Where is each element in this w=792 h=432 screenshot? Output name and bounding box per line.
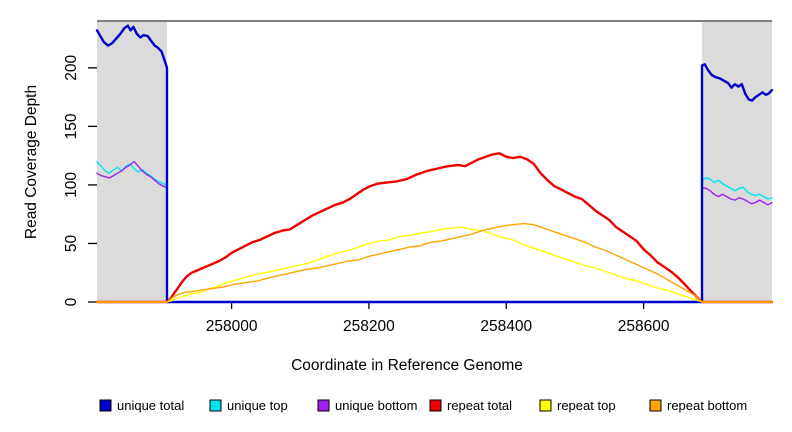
shaded-regions [97, 20, 772, 302]
legend-swatch-unique-total [99, 399, 112, 412]
series-line-repeat-bottom [96, 222, 773, 303]
shaded-region-0 [97, 21, 168, 302]
legend-swatch-repeat-total [429, 399, 442, 412]
x-tick-label: 258600 [618, 318, 670, 335]
legend-item-unique-bottom: unique bottom [317, 398, 417, 413]
x-axis-title: Coordinate in Reference Genome [291, 357, 523, 374]
legend-swatch-unique-bottom [317, 399, 330, 412]
series-line-repeat-top [96, 226, 773, 303]
y-tick-label: 0 [63, 297, 80, 306]
shaded-region-1 [701, 21, 772, 302]
legend-label-repeat-total: repeat total [447, 398, 512, 413]
x-tick-label: 258200 [343, 318, 395, 335]
y-tick-label: 200 [63, 55, 80, 81]
series-lines [95, 24, 774, 304]
axes: 258000 258200 258400 258600 0 50 100 150 200 [63, 55, 772, 335]
legend-label-repeat-top: repeat top [557, 398, 616, 413]
legend-label-unique-bottom: unique bottom [335, 398, 417, 413]
legend-swatch-repeat-top [539, 399, 552, 412]
x-tick-label: 258000 [206, 318, 258, 335]
y-tick-label: 50 [63, 234, 80, 252]
legend-swatch-unique-top [209, 399, 222, 412]
legend-label-repeat-bottom: repeat bottom [667, 398, 747, 413]
series-line-repeat-total [95, 152, 774, 304]
legend-item-repeat-top: repeat top [539, 398, 616, 413]
series-line-unique-total [95, 24, 774, 304]
legend-swatch-repeat-bottom [649, 399, 662, 412]
legend-item-repeat-bottom: repeat bottom [649, 398, 747, 413]
legend-label-unique-total: unique total [117, 398, 184, 413]
legend: unique total unique top unique bottom repea… [99, 398, 747, 413]
y-tick-label: 150 [63, 113, 80, 139]
legend-item-unique-top: unique top [209, 398, 288, 413]
legend-item-repeat-total: repeat total [429, 398, 512, 413]
y-axis-title: Read Coverage Depth [23, 85, 40, 239]
legend-item-unique-total: unique total [99, 398, 184, 413]
x-tick-label: 258400 [480, 318, 532, 335]
legend-label-unique-top: unique top [227, 398, 288, 413]
y-tick-label: 100 [63, 172, 80, 198]
